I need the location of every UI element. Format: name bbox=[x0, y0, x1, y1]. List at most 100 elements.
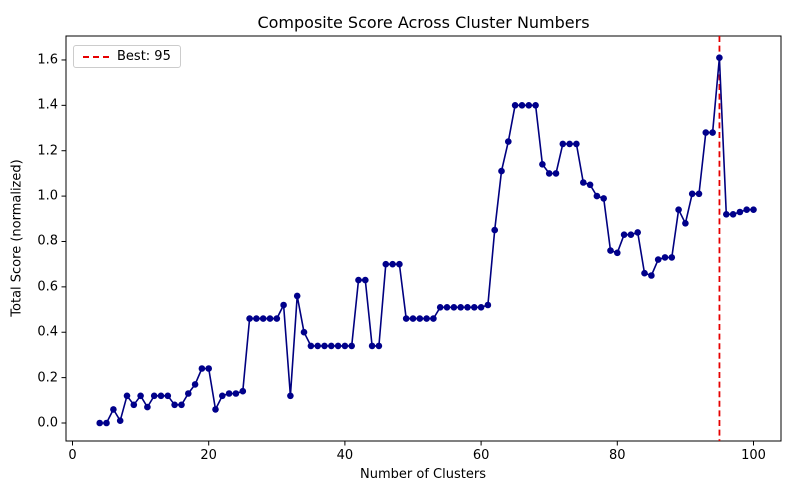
data-point bbox=[580, 179, 587, 186]
data-point bbox=[219, 392, 226, 400]
data-point bbox=[205, 365, 212, 372]
data-point bbox=[341, 342, 349, 350]
data-point bbox=[103, 419, 110, 427]
x-tick-label: 60 bbox=[472, 448, 490, 463]
data-point bbox=[96, 419, 103, 427]
data-point bbox=[130, 401, 138, 409]
data-point bbox=[654, 256, 662, 263]
data-point bbox=[402, 315, 410, 322]
data-point bbox=[702, 129, 710, 136]
data-point bbox=[116, 417, 124, 425]
y-tick-label: 1.2 bbox=[37, 143, 58, 159]
data-point bbox=[723, 211, 730, 218]
data-point bbox=[348, 342, 356, 350]
data-point bbox=[750, 206, 757, 213]
data-point bbox=[607, 247, 614, 254]
data-point bbox=[586, 181, 594, 189]
data-point bbox=[573, 140, 580, 148]
data-point bbox=[110, 406, 117, 413]
data-point bbox=[355, 276, 362, 284]
data-line bbox=[99, 56, 754, 424]
data-point bbox=[471, 304, 478, 311]
data-point bbox=[430, 315, 437, 322]
data-point bbox=[634, 229, 641, 236]
data-point bbox=[695, 190, 703, 198]
data-point bbox=[545, 170, 553, 177]
data-point bbox=[362, 276, 369, 284]
data-point bbox=[144, 403, 151, 411]
data-point bbox=[600, 195, 607, 202]
data-point bbox=[416, 315, 424, 322]
data-point bbox=[123, 392, 131, 400]
data-point bbox=[484, 301, 492, 309]
x-tick-label: 20 bbox=[200, 448, 217, 463]
y-tick-label: 0.0 bbox=[37, 415, 58, 431]
data-point bbox=[464, 304, 471, 311]
data-point bbox=[396, 260, 403, 268]
data-point bbox=[225, 390, 233, 397]
data-point bbox=[443, 304, 451, 311]
data-point bbox=[559, 140, 567, 148]
data-point bbox=[375, 342, 383, 350]
data-point bbox=[164, 392, 172, 400]
data-point bbox=[185, 390, 192, 397]
data-point bbox=[436, 304, 444, 311]
data-point bbox=[498, 167, 505, 175]
y-tick-label: 1.0 bbox=[37, 188, 58, 204]
data-point bbox=[171, 401, 178, 409]
data-point bbox=[300, 328, 308, 336]
data-point bbox=[198, 365, 206, 372]
data-point bbox=[328, 342, 335, 350]
x-tick-label: 80 bbox=[609, 448, 626, 463]
data-point bbox=[620, 231, 628, 238]
data-point bbox=[729, 211, 737, 218]
data-point bbox=[137, 392, 144, 400]
data-point bbox=[688, 190, 696, 198]
data-point bbox=[259, 315, 267, 322]
data-point bbox=[682, 220, 689, 227]
data-point bbox=[457, 304, 465, 311]
x-tick-label: 100 bbox=[741, 448, 766, 463]
data-point bbox=[593, 192, 601, 200]
y-tick-label: 0.8 bbox=[37, 233, 58, 249]
data-point bbox=[614, 249, 621, 257]
y-tick-label: 0.4 bbox=[37, 324, 58, 340]
data-point bbox=[409, 315, 417, 322]
data-point bbox=[539, 161, 546, 168]
data-point bbox=[552, 170, 560, 177]
data-point bbox=[307, 342, 315, 350]
axes-frame bbox=[65, 35, 782, 442]
y-tick-label: 0.6 bbox=[37, 279, 58, 295]
data-point bbox=[709, 129, 716, 136]
data-point bbox=[293, 292, 301, 300]
y-tick-label: 1.4 bbox=[37, 97, 58, 113]
data-point bbox=[505, 138, 512, 145]
data-point bbox=[178, 401, 185, 409]
data-point bbox=[518, 102, 526, 109]
data-point bbox=[743, 206, 750, 213]
data-point bbox=[273, 315, 281, 322]
data-point bbox=[511, 102, 519, 109]
data-point bbox=[627, 231, 635, 238]
data-point bbox=[389, 260, 396, 268]
red-dashed-line-icon bbox=[83, 55, 109, 58]
data-point bbox=[566, 140, 573, 148]
data-point bbox=[450, 304, 458, 311]
data-point bbox=[675, 206, 682, 213]
x-tick-label: 0 bbox=[68, 448, 77, 463]
chart-title: Composite Score Across Cluster Numbers bbox=[257, 13, 590, 32]
data-point bbox=[280, 301, 287, 309]
data-point bbox=[525, 102, 533, 109]
data-point bbox=[532, 102, 539, 109]
data-point bbox=[477, 304, 485, 311]
data-point bbox=[212, 406, 219, 413]
data-point bbox=[716, 54, 723, 61]
x-axis-label: Number of Clusters bbox=[360, 467, 486, 482]
x-tick-label: 40 bbox=[336, 448, 354, 463]
data-point bbox=[239, 387, 247, 395]
data-point bbox=[641, 269, 648, 277]
data-point bbox=[314, 342, 322, 350]
data-point bbox=[668, 254, 676, 261]
